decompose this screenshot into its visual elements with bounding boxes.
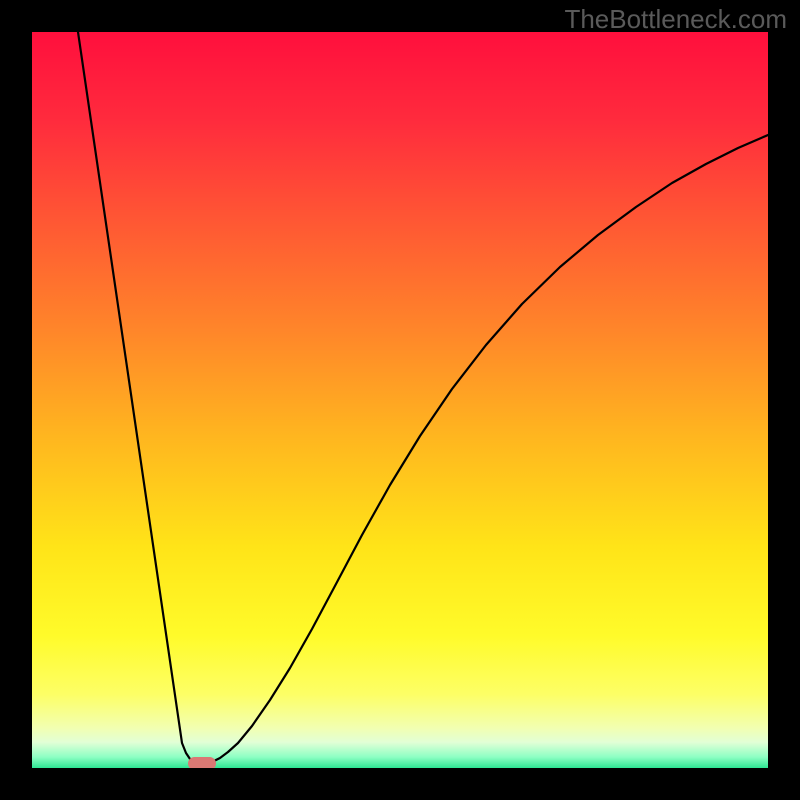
chart-container: TheBottleneck.com xyxy=(0,0,800,800)
curve-path xyxy=(78,32,768,763)
bottleneck-curve xyxy=(32,32,768,768)
plot-area xyxy=(32,32,768,768)
watermark-text: TheBottleneck.com xyxy=(564,4,787,35)
minimum-marker xyxy=(188,757,216,769)
